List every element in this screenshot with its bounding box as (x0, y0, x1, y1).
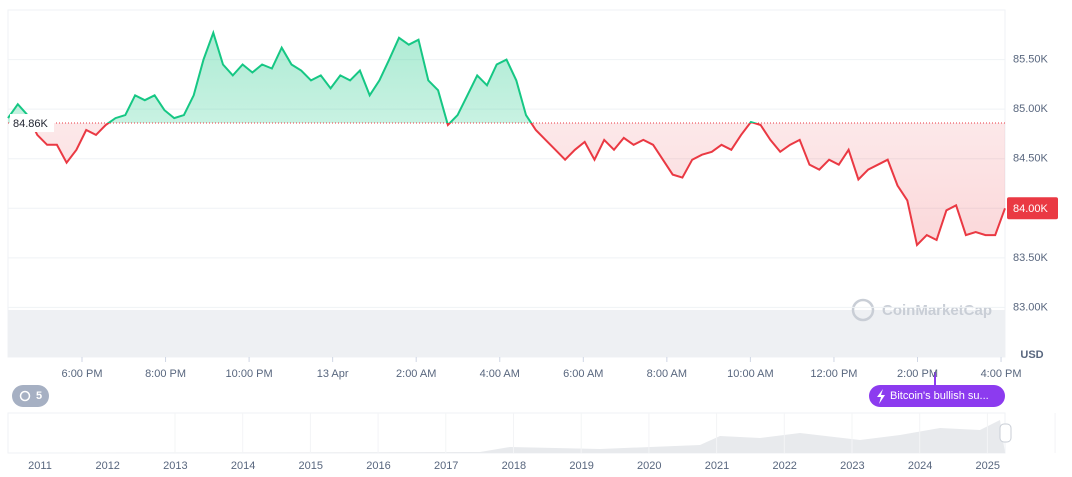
navigator-label: 2016 (366, 460, 390, 472)
navigator-label: 2012 (95, 460, 119, 472)
baseline-label-bg (10, 114, 54, 133)
badge[interactable]: 5 (12, 385, 49, 407)
marks: 84.86K 84.00K (7, 29, 1058, 248)
x-tick-label: 10:00 PM (226, 368, 273, 380)
x-tick-label: 4:00 AM (480, 368, 520, 380)
navigator-label: 2024 (908, 460, 932, 472)
y-tick-label: 83.00K (1013, 301, 1049, 313)
badge-text: 5 (36, 390, 42, 402)
navigator-label: 2014 (231, 460, 255, 472)
last-price-bg (1007, 197, 1058, 220)
volume-band (8, 310, 1005, 357)
area-down (8, 123, 1005, 245)
y-unit: USD (1020, 349, 1043, 361)
navigator-label: 2023 (840, 460, 864, 472)
navigator-label: 2025 (976, 460, 1000, 472)
navigator-label: 2015 (299, 460, 323, 472)
navigator-label: 2011 (28, 460, 52, 472)
y-tick-label: 83.50K (1013, 252, 1049, 264)
y-tick-label: 85.50K (1013, 53, 1049, 65)
navigator[interactable] (7, 412, 1012, 454)
last-price-label: 84.00K (1013, 203, 1049, 215)
navigator-label: 2018 (502, 460, 526, 472)
x-tick-label: 8:00 PM (145, 368, 186, 380)
x-tick-label: 2:00 AM (396, 368, 436, 380)
x-tick-label: 2:00 PM (897, 368, 938, 380)
navigator-label: 2019 (569, 460, 593, 472)
annotation[interactable]: Bitcoin's bullish su... (869, 372, 1005, 407)
y-tick-label: 85.00K (1013, 103, 1049, 115)
annotation-text: Bitcoin's bullish su... (890, 390, 989, 402)
navigator-label: 2017 (434, 460, 458, 472)
navigator-label: 2021 (705, 460, 729, 472)
navigator-label: 2022 (772, 460, 796, 472)
navigator-label: 2013 (163, 460, 187, 472)
baseline-label: 84.86K (13, 118, 49, 130)
x-tick-label: 6:00 PM (62, 368, 103, 380)
x-tick-label: 12:00 PM (810, 368, 857, 380)
x-tick-label: 13 Apr (317, 368, 349, 380)
x-tick-label: 6:00 AM (563, 368, 603, 380)
x-tick-label: 8:00 AM (647, 368, 687, 380)
x-tick-label: 4:00 PM (981, 368, 1022, 380)
price-line-down (30, 123, 1006, 248)
navigator-label: 2020 (637, 460, 661, 472)
y-tick-label: 84.50K (1013, 153, 1049, 165)
price-line-up (7, 29, 758, 124)
watermark-text: CoinMarketCap (882, 302, 992, 319)
watermark: CoinMarketCap (851, 298, 992, 322)
x-tick-label: 10:00 AM (727, 368, 773, 380)
grid: 85.50K 85.00K 84.50K 84.00K 83.50K 83.00K 6:00… (8, 53, 1056, 472)
